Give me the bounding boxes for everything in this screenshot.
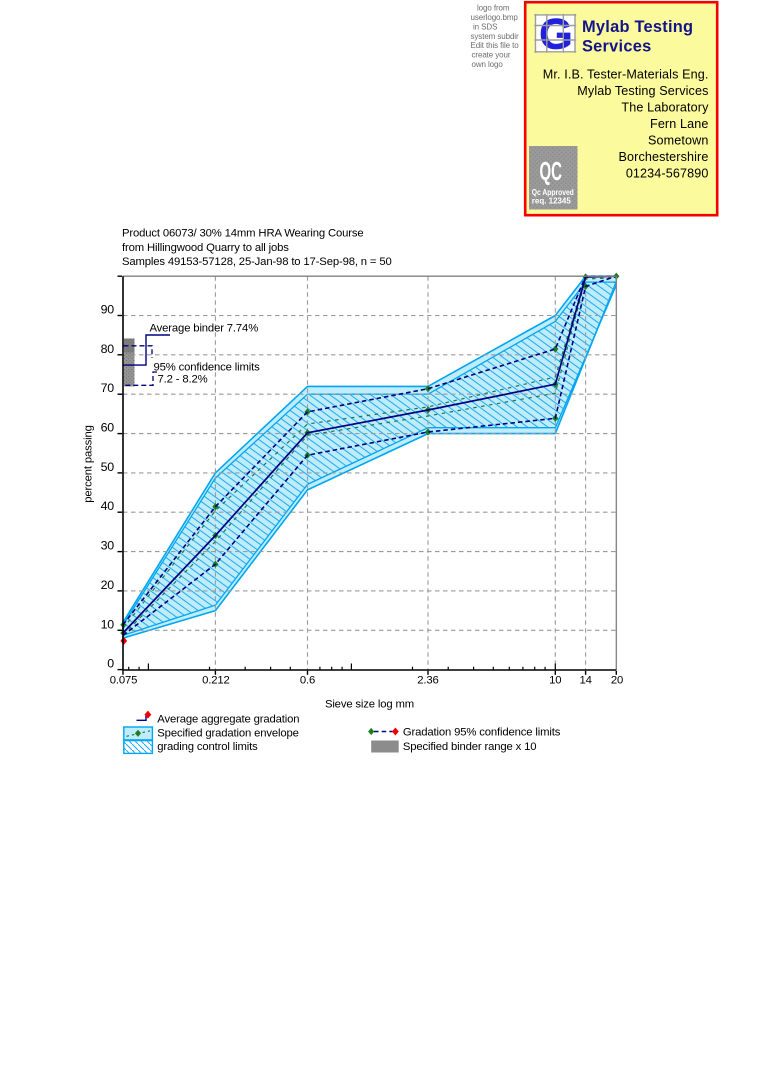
- svg-text:01234-567890: 01234-567890: [626, 167, 709, 181]
- svg-text:system subdir: system subdir: [471, 32, 519, 41]
- svg-text:10: 10: [549, 675, 561, 687]
- svg-text:Fern Lane: Fern Lane: [650, 117, 709, 131]
- svg-text:Mr. I.B. Tester-Materials Eng.: Mr. I.B. Tester-Materials Eng.: [543, 68, 709, 82]
- svg-text:60: 60: [101, 421, 115, 435]
- svg-text:70: 70: [101, 381, 115, 395]
- svg-text:2.36: 2.36: [417, 675, 438, 687]
- svg-text:0.212: 0.212: [202, 675, 230, 687]
- svg-text:Borchestershire: Borchestershire: [619, 150, 709, 164]
- svg-text:30: 30: [101, 539, 115, 553]
- svg-text:80: 80: [101, 342, 115, 356]
- svg-text:in SDS: in SDS: [473, 23, 497, 32]
- svg-text:0.6: 0.6: [300, 675, 315, 687]
- svg-text:QC: QC: [540, 156, 563, 186]
- svg-text:Sieve size log mm: Sieve size log mm: [325, 699, 414, 711]
- svg-text:Sometown: Sometown: [648, 134, 708, 148]
- svg-text:logo from: logo from: [477, 4, 510, 13]
- svg-text:14: 14: [579, 675, 591, 687]
- svg-text:Average aggregate gradation: Average aggregate gradation: [157, 713, 299, 725]
- svg-text:20: 20: [101, 578, 115, 592]
- svg-text:7.2 - 8.2%: 7.2 - 8.2%: [158, 373, 208, 385]
- svg-text:G: G: [539, 10, 572, 58]
- svg-text:20: 20: [611, 675, 623, 687]
- svg-text:Specified binder range x 10: Specified binder range x 10: [403, 741, 537, 753]
- svg-text:userlogo.bmp: userlogo.bmp: [471, 13, 519, 22]
- svg-text:Specified gradation envelope: Specified gradation envelope: [157, 727, 299, 739]
- svg-text:0: 0: [107, 657, 114, 671]
- svg-text:grading control limits: grading control limits: [157, 741, 258, 753]
- svg-text:90: 90: [101, 303, 115, 317]
- svg-text:create your: create your: [472, 51, 511, 60]
- svg-text:Product 06073/ 30% 14mm HRA We: Product 06073/ 30% 14mm HRA Wearing Cour…: [122, 228, 364, 240]
- svg-text:Services: Services: [582, 37, 651, 55]
- svg-text:40: 40: [101, 499, 115, 513]
- svg-text:10: 10: [101, 617, 115, 631]
- svg-text:Mylab Testing: Mylab Testing: [582, 18, 693, 36]
- svg-text:own logo: own logo: [472, 60, 504, 69]
- svg-text:percent passing: percent passing: [83, 425, 95, 503]
- svg-text:0.075: 0.075: [110, 675, 138, 687]
- svg-text:95% confidence limits: 95% confidence limits: [154, 361, 261, 373]
- svg-text:req. 12345: req. 12345: [532, 195, 571, 205]
- svg-text:Average binder 7.74%: Average binder 7.74%: [150, 323, 259, 335]
- svg-text:Qc Approved: Qc Approved: [532, 187, 574, 197]
- svg-text:50: 50: [101, 460, 115, 474]
- svg-text:Samples 49153-57128, 25-Jan-98: Samples 49153-57128, 25-Jan-98 to 17-Sep…: [122, 256, 392, 268]
- svg-text:Edit this file to: Edit this file to: [471, 41, 520, 50]
- svg-text:Gradation 95% confidence limit: Gradation 95% confidence limits: [403, 726, 561, 738]
- svg-text:from Hillingwood Quarry to all: from Hillingwood Quarry to all jobs: [122, 242, 289, 254]
- svg-text:Mylab Testing Services: Mylab Testing Services: [577, 84, 708, 98]
- svg-text:The Laboratory: The Laboratory: [621, 101, 709, 115]
